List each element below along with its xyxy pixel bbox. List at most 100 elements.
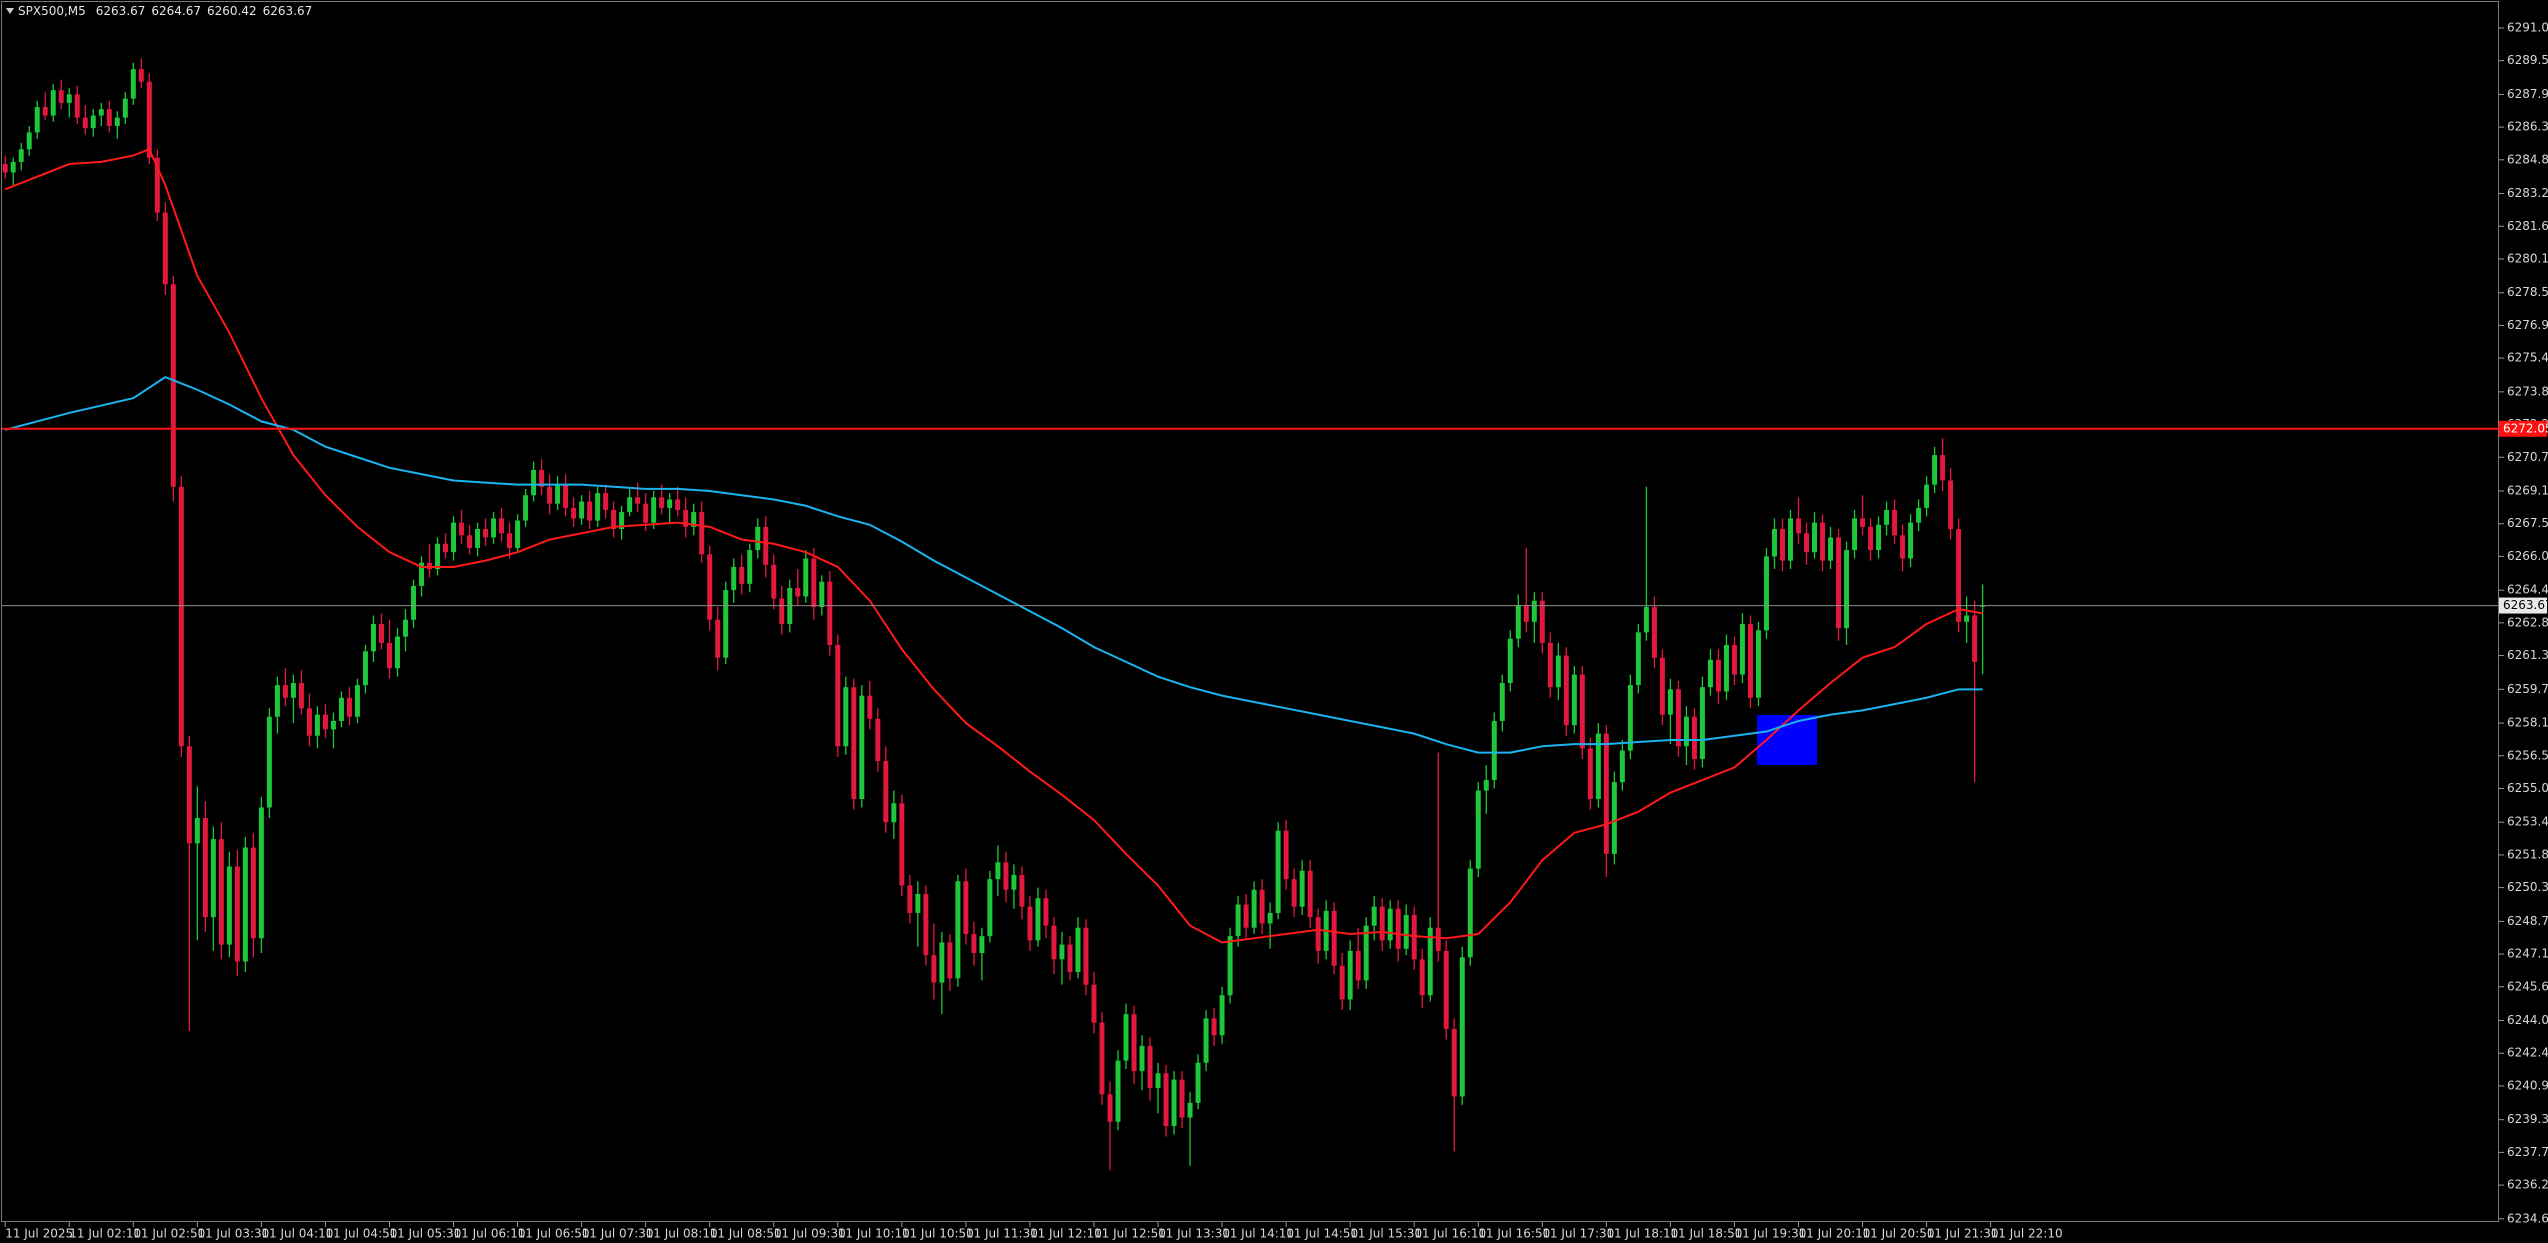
candle-body xyxy=(1980,605,1986,607)
x-tick-label: 11 Jul 17:30 xyxy=(1542,1227,1614,1241)
candle-body xyxy=(1283,830,1289,880)
candle-body xyxy=(290,682,296,698)
candle-body xyxy=(651,497,657,523)
high: 6264.67 xyxy=(151,4,201,18)
candle-body xyxy=(691,512,697,527)
candle-body xyxy=(899,803,905,886)
x-tick-label: 11 Jul 19:30 xyxy=(1734,1227,1806,1241)
candle-body xyxy=(346,697,352,717)
candle-body xyxy=(1419,959,1425,996)
candle-body xyxy=(1659,657,1665,715)
x-tick-label: 11 Jul 05:30 xyxy=(389,1227,461,1241)
candle-body xyxy=(667,499,673,508)
x-tick-label: 11 Jul 2025 xyxy=(5,1227,73,1241)
candle-body xyxy=(1491,720,1497,781)
candle-body xyxy=(1747,623,1753,698)
candle-body xyxy=(362,651,368,686)
candle-body xyxy=(1211,1018,1217,1036)
candle-body xyxy=(1763,556,1769,631)
candle-body xyxy=(1908,522,1914,559)
candle-body xyxy=(1483,780,1489,791)
candle-body xyxy=(1755,630,1761,698)
candle-body xyxy=(987,879,993,937)
candle-body xyxy=(1828,537,1833,561)
candle-body xyxy=(1331,910,1337,966)
candle-body xyxy=(1531,600,1537,622)
candle-body xyxy=(1796,518,1801,534)
candle-body xyxy=(1651,607,1657,658)
x-tick-label: 11 Jul 06:50 xyxy=(518,1227,590,1241)
candle-body xyxy=(867,695,873,719)
candle-body xyxy=(411,585,416,620)
candle-body xyxy=(234,866,240,962)
candle-body xyxy=(923,893,929,956)
candle-body xyxy=(1780,528,1785,561)
y-tick-label: 6291.05 xyxy=(2507,20,2548,34)
x-tick-label: 11 Jul 04:10 xyxy=(261,1227,333,1241)
candle-body xyxy=(531,469,537,496)
candle-body xyxy=(891,803,897,823)
candle-body xyxy=(1091,984,1097,1023)
candle-body xyxy=(1011,874,1017,890)
y-tick-label: 6244.00 xyxy=(2507,1013,2548,1027)
candle-body xyxy=(314,714,320,736)
y-tick-label: 6253.40 xyxy=(2507,815,2548,829)
moving-average xyxy=(4,147,1983,944)
x-tick-label: 11 Jul 03:30 xyxy=(197,1227,269,1241)
open: 6263.67 xyxy=(96,4,146,18)
candle-body xyxy=(1155,1073,1161,1089)
candle-body xyxy=(1371,906,1377,926)
candle-body xyxy=(1699,687,1705,759)
candle-body xyxy=(1411,915,1417,960)
candle-body xyxy=(1675,689,1681,747)
x-tick-label: 11 Jul 06:10 xyxy=(454,1227,526,1241)
candle-body xyxy=(1083,927,1089,985)
y-tick-label: 6245.60 xyxy=(2507,979,2548,993)
candle-body xyxy=(1876,524,1882,551)
y-tick-label: 6278.50 xyxy=(2507,285,2548,299)
y-tick-label: 6236.20 xyxy=(2507,1178,2548,1192)
candle-body xyxy=(747,550,753,584)
candle-body xyxy=(1771,528,1777,557)
candle-body xyxy=(859,695,865,800)
y-tick-label: 6286.35 xyxy=(2507,120,2548,134)
candle-body xyxy=(1123,1014,1129,1061)
candle-body xyxy=(1395,908,1401,949)
candle-body xyxy=(50,90,56,116)
x-tick-label: 11 Jul 08:10 xyxy=(646,1227,718,1241)
candle-body xyxy=(795,588,801,597)
candle-body xyxy=(883,761,889,823)
x-tick-label: 11 Jul 20:10 xyxy=(1798,1227,1870,1241)
candle-body xyxy=(1804,533,1809,553)
y-tick-label: 6266.00 xyxy=(2507,549,2548,563)
candle-body xyxy=(563,484,569,508)
x-tick-label: 11 Jul 14:10 xyxy=(1222,1227,1294,1241)
candle-body xyxy=(907,885,913,913)
candle-body xyxy=(419,562,424,586)
candle-body xyxy=(1131,1014,1137,1072)
candle-body xyxy=(1075,927,1081,973)
candle-body xyxy=(499,518,505,534)
x-tick-label: 11 Jul 18:50 xyxy=(1670,1227,1742,1241)
candle-body xyxy=(539,469,545,487)
symbol: SPX500,M5 xyxy=(18,4,86,18)
candle-body xyxy=(779,598,785,624)
candle-body xyxy=(443,543,449,553)
candle-body xyxy=(1611,782,1617,854)
y-tick-label: 6247.15 xyxy=(2507,947,2548,961)
candle-body xyxy=(1459,957,1465,1097)
candle-body xyxy=(403,619,408,637)
level-label-box xyxy=(2499,420,2547,437)
candle-body xyxy=(114,117,120,127)
candle-body xyxy=(1227,936,1233,996)
candle-body xyxy=(1956,528,1962,622)
candle-body xyxy=(947,942,953,979)
candle-body xyxy=(699,512,705,555)
x-tick-label: 11 Jul 13:30 xyxy=(1158,1227,1230,1241)
candle-body xyxy=(106,109,112,127)
candle-body xyxy=(370,623,376,652)
x-tick-label: 11 Jul 08:50 xyxy=(710,1227,782,1241)
candle-body xyxy=(98,109,104,116)
y-tick-label: 6255.00 xyxy=(2507,781,2548,795)
candle-body xyxy=(1812,522,1817,553)
